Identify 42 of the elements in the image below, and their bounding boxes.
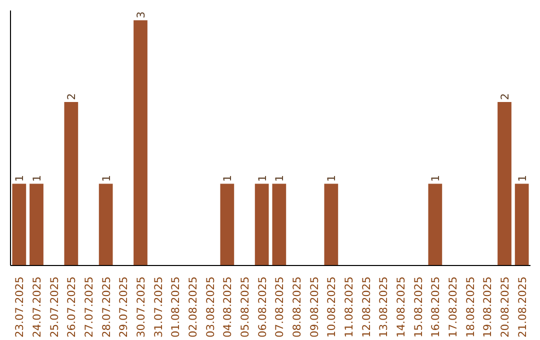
x-tick-label: 23.07.2025 bbox=[13, 276, 26, 338]
x-tick-label: 28.07.2025 bbox=[100, 276, 113, 338]
data-label: 1 bbox=[13, 174, 26, 182]
x-tick-label: 03.08.2025 bbox=[204, 276, 217, 338]
x-tick-label: 15.08.2025 bbox=[412, 276, 425, 338]
x-tick-label: 24.07.2025 bbox=[30, 276, 44, 338]
x-tick-label: 04.08.2025 bbox=[221, 276, 234, 338]
x-tick-label: 17.08.2025 bbox=[446, 276, 460, 338]
data-label: 1 bbox=[100, 174, 113, 182]
x-tick-label: 31.07.2025 bbox=[152, 276, 165, 338]
x-tick-label: 25.07.2025 bbox=[48, 276, 61, 338]
x-tick-label: 26.07.2025 bbox=[65, 276, 78, 338]
x-tick-label: 19.08.2025 bbox=[481, 276, 494, 338]
data-label: 1 bbox=[325, 174, 338, 182]
x-tick-label: 12.08.2025 bbox=[360, 276, 373, 338]
data-label: 1 bbox=[429, 174, 442, 182]
data-label: 3 bbox=[134, 12, 148, 18]
x-tick-label: 01.08.2025 bbox=[169, 276, 182, 338]
data-label: 2 bbox=[65, 93, 78, 100]
x-tick-label: 05.08.2025 bbox=[238, 276, 252, 338]
x-tick-label: 07.08.2025 bbox=[273, 276, 286, 338]
x-tick-label: 14.08.2025 bbox=[394, 276, 408, 338]
x-tick-label: 13.08.2025 bbox=[377, 276, 390, 338]
x-tick-label: 09.08.2025 bbox=[308, 276, 321, 338]
x-tick-label: 27.07.2025 bbox=[82, 276, 96, 338]
x-tick-label: 30.07.2025 bbox=[134, 276, 148, 338]
x-tick-label: 08.08.2025 bbox=[290, 276, 304, 338]
x-tick-label: 21.08.2025 bbox=[516, 276, 529, 338]
data-label: 1 bbox=[221, 174, 234, 182]
x-tick-label: 18.08.2025 bbox=[464, 276, 477, 338]
x-tick-label: 10.08.2025 bbox=[325, 276, 338, 338]
data-label: 2 bbox=[498, 93, 512, 100]
data-label: 1 bbox=[256, 174, 269, 182]
data-label: 1 bbox=[30, 174, 44, 182]
x-tick-label: 02.08.2025 bbox=[186, 276, 200, 338]
x-tick-label: 20.08.2025 bbox=[498, 276, 512, 338]
x-tick-label: 11.08.2025 bbox=[342, 276, 356, 338]
data-label: 1 bbox=[273, 174, 286, 182]
x-tick-label: 06.08.2025 bbox=[256, 276, 269, 338]
data-label: 1 bbox=[516, 174, 529, 182]
x-tick-label: 16.08.2025 bbox=[429, 276, 442, 338]
x-tick-label: 29.07.2025 bbox=[117, 276, 130, 338]
